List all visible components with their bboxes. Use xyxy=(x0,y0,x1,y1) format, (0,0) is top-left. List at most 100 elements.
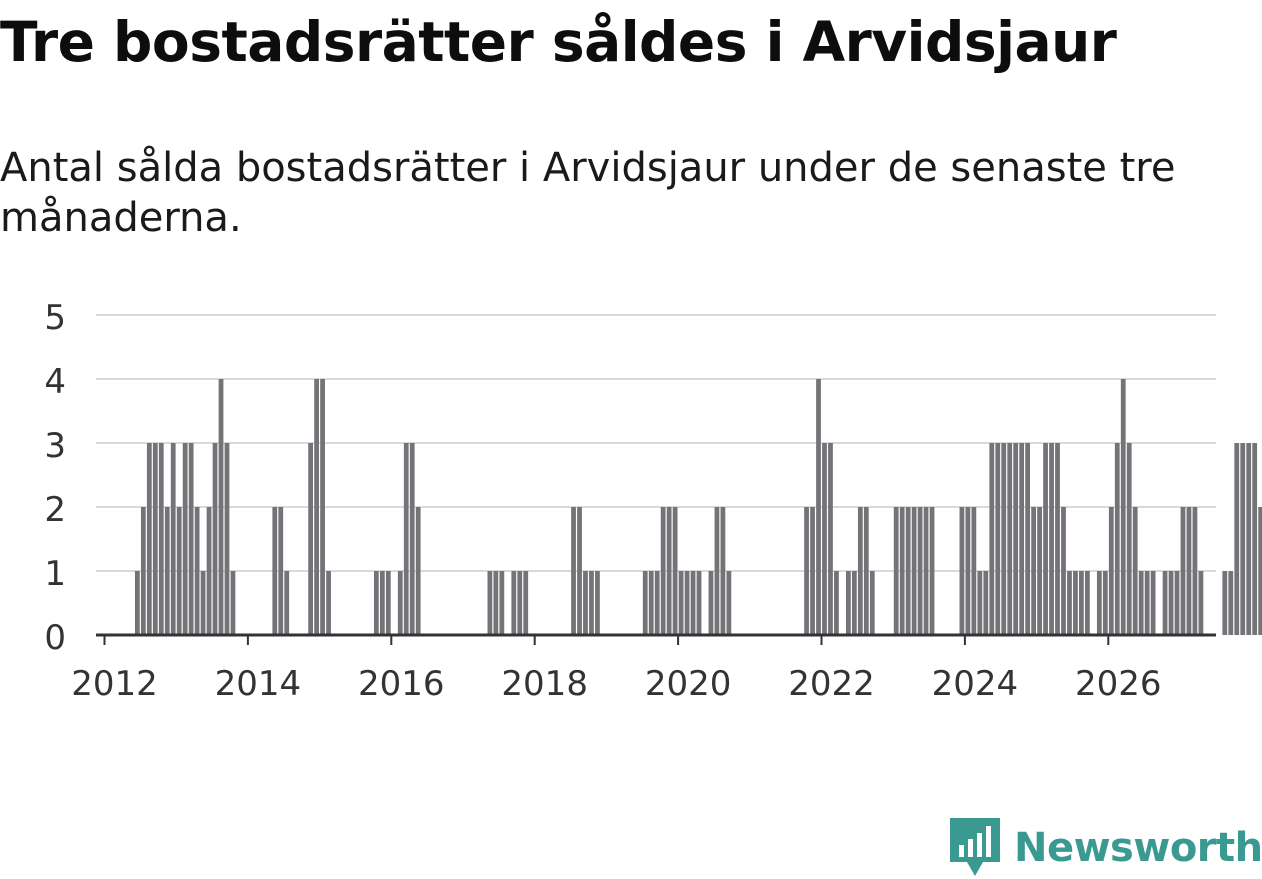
bar xyxy=(1252,443,1258,635)
x-tick-label: 2016 xyxy=(358,664,445,704)
bar xyxy=(1013,443,1019,635)
bar xyxy=(660,507,666,635)
bar xyxy=(989,443,995,635)
bar xyxy=(1186,507,1192,635)
bar xyxy=(182,443,188,635)
bar xyxy=(869,571,875,635)
y-tick-label: 1 xyxy=(44,554,66,594)
bar xyxy=(678,571,684,635)
bar xyxy=(684,571,690,635)
bar xyxy=(1126,443,1132,635)
bar xyxy=(212,443,218,635)
y-tick-label: 4 xyxy=(44,362,66,402)
x-tick-label: 2026 xyxy=(1075,664,1162,704)
bar xyxy=(1180,507,1186,635)
bar xyxy=(284,571,290,635)
bar xyxy=(690,571,696,635)
bar xyxy=(816,379,821,635)
bar xyxy=(1037,507,1042,635)
chart-title: Tre bostadsrätter såldes i Arvidsjaur xyxy=(0,10,1117,74)
bar xyxy=(642,571,648,635)
bar xyxy=(158,443,164,635)
bar xyxy=(1198,571,1204,635)
bar xyxy=(828,443,833,635)
bar xyxy=(917,507,923,635)
y-tick-label: 2 xyxy=(44,490,66,530)
bar xyxy=(1025,443,1031,635)
bar xyxy=(379,571,385,635)
bar xyxy=(1055,443,1060,635)
bar xyxy=(929,507,935,635)
bar xyxy=(1079,571,1084,635)
bar xyxy=(230,571,236,635)
bar xyxy=(654,571,660,635)
bar xyxy=(899,507,905,635)
bar xyxy=(403,443,409,635)
bar xyxy=(188,443,194,635)
y-tick-label: 3 xyxy=(44,426,66,466)
bar xyxy=(834,571,839,635)
bar xyxy=(373,571,379,635)
bar xyxy=(1132,507,1138,635)
bar xyxy=(409,443,415,635)
bar xyxy=(1240,443,1246,635)
bar xyxy=(977,571,983,635)
bar xyxy=(1192,507,1198,635)
bar xyxy=(487,571,493,635)
bar xyxy=(1174,571,1180,635)
bar xyxy=(672,507,678,635)
bar xyxy=(1102,571,1108,635)
bar xyxy=(194,507,200,635)
bar xyxy=(995,443,1001,635)
bar xyxy=(911,507,917,635)
bar xyxy=(1138,571,1144,635)
bar xyxy=(1007,443,1013,635)
x-tick-label: 2012 xyxy=(71,664,158,704)
bar xyxy=(983,571,989,635)
bar xyxy=(1150,571,1156,635)
bar xyxy=(971,507,977,635)
bar xyxy=(134,571,140,635)
bar xyxy=(708,571,714,635)
bar xyxy=(511,571,517,635)
y-tick-label: 0 xyxy=(44,618,66,658)
bar xyxy=(851,571,857,635)
newsworthy-logo-icon xyxy=(950,818,1000,876)
bar xyxy=(1061,507,1066,635)
bar xyxy=(1108,507,1114,635)
bar xyxy=(146,443,152,635)
bar xyxy=(176,507,182,635)
bar xyxy=(583,571,588,635)
x-tick-label: 2018 xyxy=(501,664,588,704)
bar xyxy=(589,571,594,635)
bar xyxy=(1258,507,1262,635)
bar xyxy=(720,507,726,635)
bar xyxy=(1049,443,1054,635)
bar xyxy=(308,443,314,635)
bar xyxy=(1144,571,1150,635)
newsworthy-logo-text: Newsworthy xyxy=(1014,825,1262,871)
bar xyxy=(385,571,391,635)
bar xyxy=(1043,443,1048,635)
bar xyxy=(714,507,720,635)
bar xyxy=(846,571,851,635)
bar xyxy=(1085,571,1090,635)
bar xyxy=(224,443,230,635)
bar xyxy=(893,507,899,635)
y-tick-label: 5 xyxy=(44,298,66,338)
bar xyxy=(923,507,929,635)
bar xyxy=(1120,379,1126,635)
bar xyxy=(326,571,331,635)
bar xyxy=(200,571,206,635)
bar xyxy=(499,571,505,635)
bar xyxy=(314,379,319,635)
newsworthy-logo: Newsworthy xyxy=(950,818,1262,878)
bar xyxy=(696,571,702,635)
bar-chart: 012345201220142016201820202022202420263 xyxy=(44,298,1262,704)
bar xyxy=(1168,571,1174,635)
bar xyxy=(1234,443,1240,635)
bar xyxy=(1228,571,1234,635)
bar xyxy=(206,507,212,635)
bar xyxy=(1114,443,1120,635)
bar xyxy=(905,507,911,635)
